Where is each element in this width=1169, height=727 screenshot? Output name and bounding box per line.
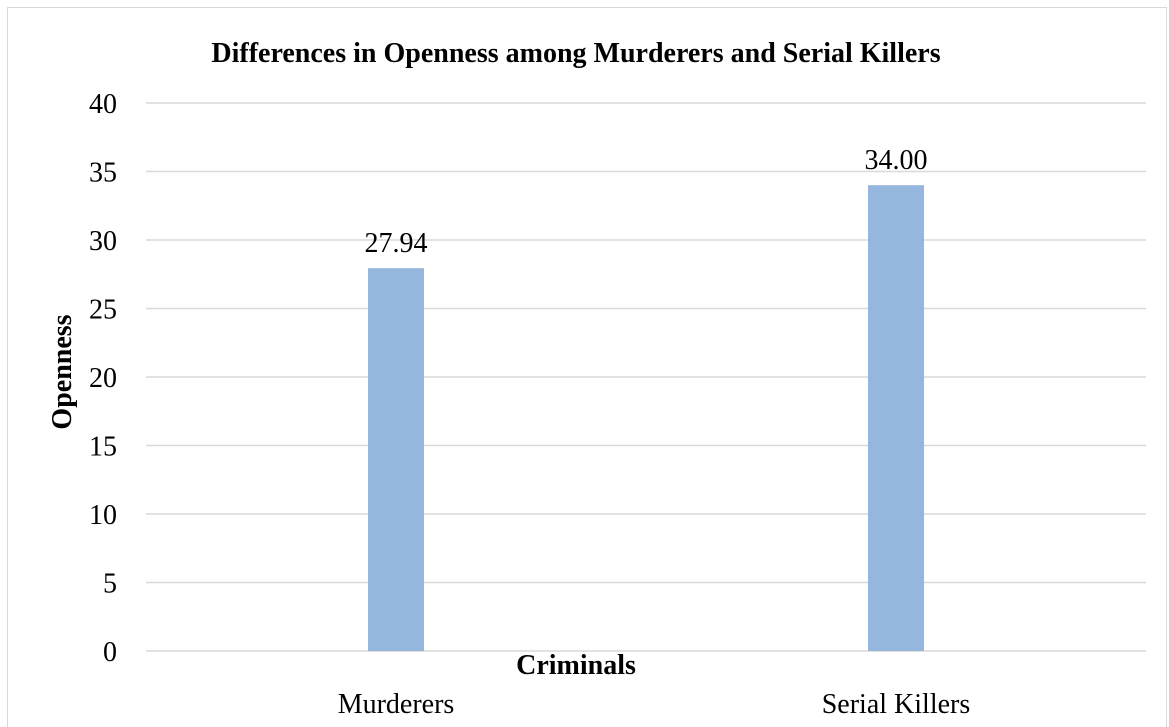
y-axis-title: Openness (47, 314, 78, 429)
x-tick-label: Serial Killers (822, 689, 971, 720)
chart-title: Differences in Openness among Murderers … (211, 38, 940, 69)
y-tick-label: 35 (89, 158, 117, 189)
y-tick-label: 25 (89, 295, 117, 326)
data-label: 34.00 (865, 145, 928, 176)
x-tick-label: Murderers (338, 689, 455, 720)
y-tick-label: 0 (103, 637, 117, 668)
y-tick-label: 15 (89, 432, 117, 463)
data-labels: 27.94 34.00 (365, 145, 928, 259)
x-axis-title: Criminals (516, 650, 636, 681)
y-tick-label: 40 (89, 89, 117, 120)
x-axis-ticks: Murderers Serial Killers (338, 689, 971, 720)
gridlines (146, 102, 1146, 652)
bar (368, 268, 424, 651)
y-axis-ticks: 0 5 10 15 20 25 30 35 40 (89, 89, 117, 668)
y-tick-label: 10 (89, 500, 117, 531)
bar (868, 185, 924, 651)
chart-frame (7, 7, 1167, 727)
y-tick-label: 20 (89, 363, 117, 394)
bars (368, 185, 924, 651)
y-tick-label: 30 (89, 226, 117, 257)
data-label: 27.94 (365, 228, 428, 259)
y-tick-label: 5 (103, 569, 117, 600)
